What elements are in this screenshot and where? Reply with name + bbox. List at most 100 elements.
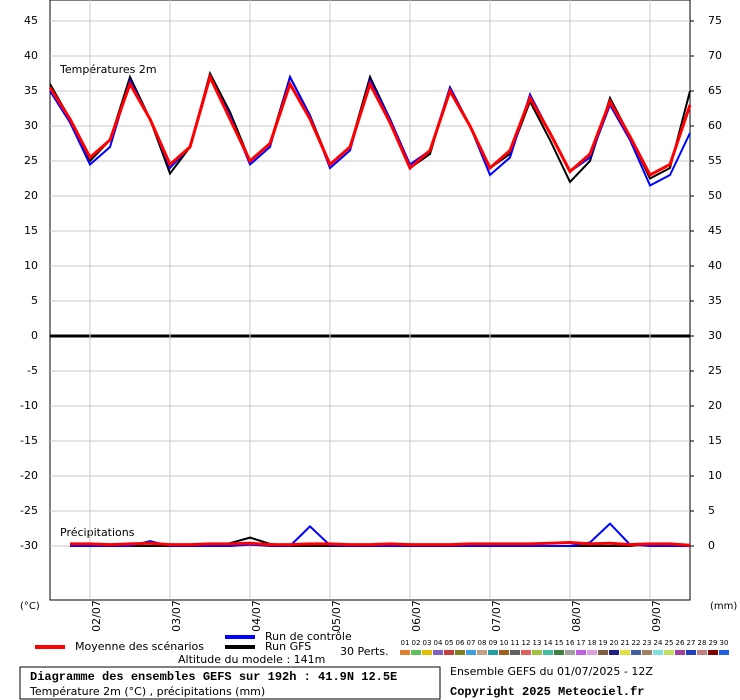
perturbation-label: 30 <box>720 639 729 647</box>
perturbation-swatch <box>598 650 608 655</box>
x-tick-label: 04/07 <box>250 600 263 632</box>
y-tick-label: -20 <box>20 469 38 482</box>
perturbation-label: 08 <box>478 639 487 647</box>
temperature-line <box>48 72 692 178</box>
perturbation-swatch <box>697 650 707 655</box>
perturbation-swatch <box>466 650 476 655</box>
y2-tick-label: 45 <box>708 224 722 237</box>
perturbation-swatch <box>499 650 509 655</box>
perturbation-swatch <box>521 650 531 655</box>
perturbation-label: 27 <box>687 639 696 647</box>
perturbation-label: 21 <box>621 639 630 647</box>
perturbation-label: 07 <box>467 639 476 647</box>
y-tick-label: -30 <box>20 539 38 552</box>
perturbation-label: 25 <box>665 639 674 647</box>
perturbation-label: 09 <box>489 639 498 647</box>
perturbation-swatch <box>455 650 465 655</box>
perturbation-swatch <box>543 650 553 655</box>
perturbation-swatch <box>664 650 674 655</box>
perturbation-swatch <box>400 650 410 655</box>
y-tick-label: -25 <box>20 504 38 517</box>
perturbation-swatch <box>510 650 520 655</box>
y2-tick-label: 65 <box>708 84 722 97</box>
y-tick-label: -5 <box>27 364 38 377</box>
y2-tick-label: 40 <box>708 259 722 272</box>
y-tick-label: 0 <box>31 329 38 342</box>
y2-tick-label: 25 <box>708 364 722 377</box>
perturbation-swatch <box>411 650 421 655</box>
y2-tick-label: 20 <box>708 399 722 412</box>
perturbation-label: 04 <box>434 639 443 647</box>
perturbation-label: 12 <box>522 639 531 647</box>
perturbation-label: 16 <box>566 639 575 647</box>
perturbation-swatch <box>422 650 432 655</box>
perturbation-label: 06 <box>456 639 465 647</box>
y-tick-label: 30 <box>24 119 38 132</box>
perturbation-label: 03 <box>423 639 432 647</box>
legend-label: Run de contrôle <box>265 630 352 643</box>
x-tick-label: 06/07 <box>410 600 423 632</box>
y-tick-label: 15 <box>24 224 38 237</box>
y-tick-label: 25 <box>24 154 38 167</box>
y-tick-label: 35 <box>24 84 38 97</box>
perturbation-label: 28 <box>698 639 707 647</box>
perturbation-swatch <box>444 650 454 655</box>
perturbation-label: 15 <box>555 639 564 647</box>
perturbation-swatch <box>609 650 619 655</box>
x-tick-label: 05/07 <box>330 600 343 632</box>
perturbation-swatch <box>620 650 630 655</box>
legend-label: Run GFS <box>265 640 311 653</box>
y-tick-label: -10 <box>20 399 38 412</box>
perturbation-swatch <box>642 650 652 655</box>
x-tick-label: 03/07 <box>170 600 183 632</box>
x-tick-label: 09/07 <box>650 600 663 632</box>
perturbation-label: 13 <box>533 639 542 647</box>
panel-label: Précipitations <box>60 526 135 539</box>
y-tick-label: 5 <box>31 294 38 307</box>
y2-tick-label: 15 <box>708 434 722 447</box>
perturbation-label: 29 <box>709 639 718 647</box>
perturbation-swatch <box>488 650 498 655</box>
y2-tick-label: 55 <box>708 154 722 167</box>
perturbation-swatch <box>631 650 641 655</box>
chart-subtitle: Température 2m (°C) , précipitations (mm… <box>29 685 265 698</box>
perturbation-label: 05 <box>445 639 454 647</box>
y2-tick-label: 70 <box>708 49 722 62</box>
perturbation-label: 01 <box>401 639 410 647</box>
y2-tick-label: 50 <box>708 189 722 202</box>
y-tick-label: 20 <box>24 189 38 202</box>
x-tick-label: 08/07 <box>570 600 583 632</box>
perturbation-label: 10 <box>500 639 509 647</box>
x-tick-label: 07/07 <box>490 600 503 632</box>
perturbation-swatch <box>532 650 542 655</box>
perturbation-label: 24 <box>654 639 663 647</box>
perturbation-label: 18 <box>588 639 597 647</box>
x-tick-label: 02/07 <box>90 600 103 632</box>
y2-tick-label: 0 <box>708 539 715 552</box>
y2-tick-label: 10 <box>708 469 722 482</box>
perturbation-label: 17 <box>577 639 586 647</box>
footer-box <box>19 666 441 700</box>
perturbation-label: 14 <box>544 639 553 647</box>
perturbations-label: 30 Perts. <box>340 645 389 658</box>
perturbation-swatch <box>708 650 718 655</box>
perturbation-swatch <box>554 650 564 655</box>
altitude: Altitude du modele : 141m <box>178 653 325 666</box>
perturbation-swatch <box>433 650 443 655</box>
legend-label: Moyenne des scénarios <box>75 640 204 653</box>
perturbation-label: 22 <box>632 639 641 647</box>
perturbation-label: 23 <box>643 639 652 647</box>
y2-tick-label: 75 <box>708 14 722 27</box>
y-tick-label: 40 <box>24 49 38 62</box>
perturbation-label: 19 <box>599 639 608 647</box>
y2-tick-label: 30 <box>708 329 722 342</box>
precipitation-line <box>70 540 691 547</box>
perturbation-swatch <box>565 650 575 655</box>
axis-unit: (mm) <box>710 601 737 612</box>
perturbation-swatch <box>576 650 586 655</box>
y-tick-label: -15 <box>20 434 38 447</box>
perturbation-swatch <box>686 650 696 655</box>
y-tick-label: 45 <box>24 14 38 27</box>
